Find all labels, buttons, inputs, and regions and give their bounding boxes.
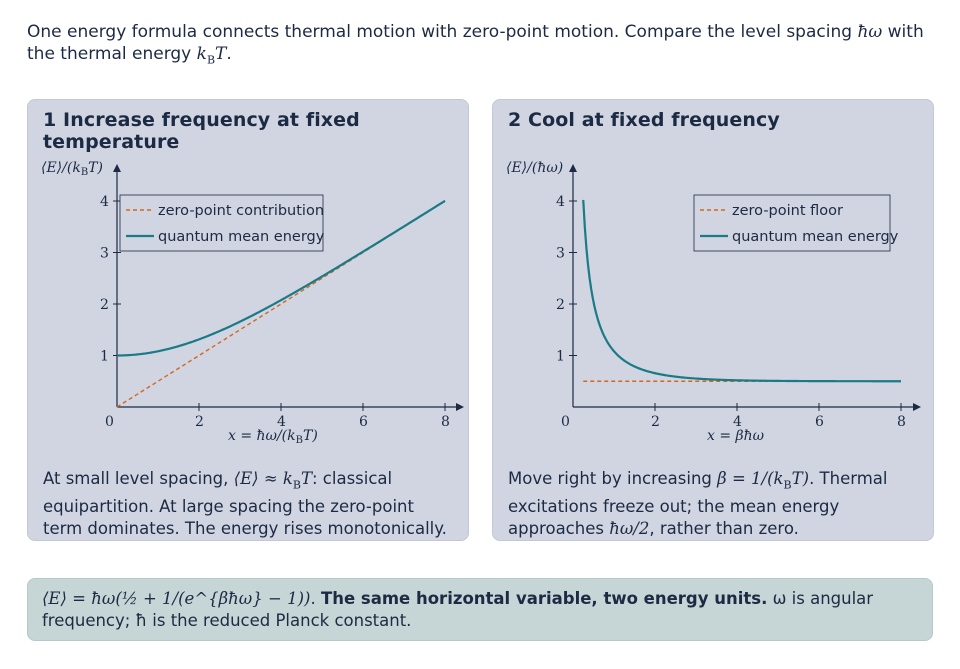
footer-note: ⟨E⟩ = ħω(½ + 1/(e^{βħω} − 1)). The same … xyxy=(27,578,933,641)
y-axis-label: ⟨E⟩/(ħω) xyxy=(506,160,563,176)
x-axis-label: x = βħω xyxy=(707,428,765,444)
chart-frequency: ⟨E⟩/(kBT) 0 2 4 6 8 1 2 3 4 x = ħω/(kBT) zero-po… xyxy=(41,160,464,445)
legend: zero-point floor quantum mean energy xyxy=(693,194,899,252)
chart-cooling: ⟨E⟩/(ħω) 0 2 4 6 8 1 2 3 4 x = βħω zero-point fl… xyxy=(506,160,921,444)
legend-label-quantum: quantum mean energy xyxy=(732,229,899,245)
legend: zero-point contribution quantum mean ene… xyxy=(119,194,325,252)
intro-text: One energy formula connects thermal moti… xyxy=(27,22,924,67)
y-tick-label: 1 xyxy=(556,349,565,365)
y-tick-label: 2 xyxy=(100,297,109,313)
y-axis-label: ⟨E⟩/(kBT) xyxy=(41,160,103,178)
x-tick-label: 6 xyxy=(359,414,368,430)
x-tick-label: 8 xyxy=(897,414,906,430)
energy-formula: ⟨E⟩ = ħω(½ + 1/(e^{βħω} − 1)) xyxy=(42,589,311,608)
panel-caption: Move right by increasing β = 1/(kBT). Th… xyxy=(508,469,888,539)
panel-title: 1 Increase frequency at fixed temperatur… xyxy=(43,109,360,153)
y-tick-label: 3 xyxy=(556,246,565,262)
y-axis-arrow xyxy=(113,164,121,172)
level-spacing-symbol: ħω xyxy=(857,22,883,42)
y-tick-label: 4 xyxy=(100,194,109,210)
panel-frequency: 1 Increase frequency at fixed temperatur… xyxy=(27,99,469,541)
y-tick-label: 2 xyxy=(556,297,565,313)
legend-label-quantum: quantum mean energy xyxy=(158,229,325,245)
legend-label-zero-point: zero-point floor xyxy=(732,203,843,219)
x-tick-label: 4 xyxy=(733,414,742,430)
thermal-energy-symbol: kBT xyxy=(196,44,227,67)
y-tick-label: 4 xyxy=(556,194,565,210)
x-tick-label: 6 xyxy=(815,414,824,430)
x-tick-label: 0 xyxy=(561,414,570,430)
y-tick-label: 1 xyxy=(100,349,109,365)
x-tick-label: 2 xyxy=(651,414,660,430)
panel-cooling: 2 Cool at fixed frequency ⟨E⟩/(ħω) 0 2 4 6 8… xyxy=(492,99,934,541)
legend-label-zero-point: zero-point contribution xyxy=(158,203,324,219)
y-tick-label: 3 xyxy=(100,246,109,262)
quantum-mean-energy-line xyxy=(582,199,901,383)
x-tick-label: 0 xyxy=(105,414,114,430)
x-tick-label: 8 xyxy=(441,414,450,430)
x-axis-label: x = ħω/(kBT) xyxy=(228,428,318,445)
panel-caption: At small level spacing, ⟨E⟩ ≈ kBT: class… xyxy=(43,469,447,539)
x-axis-arrow xyxy=(456,403,464,411)
x-axis-arrow xyxy=(913,403,921,411)
footer-emphasis: The same horizontal variable, two energy… xyxy=(320,589,768,608)
panel-title: 2 Cool at fixed frequency xyxy=(508,109,780,131)
x-tick-label: 4 xyxy=(277,414,286,430)
y-axis-arrow xyxy=(569,164,577,172)
x-tick-label: 2 xyxy=(195,414,204,430)
quantum-mean-energy-line xyxy=(116,199,446,357)
